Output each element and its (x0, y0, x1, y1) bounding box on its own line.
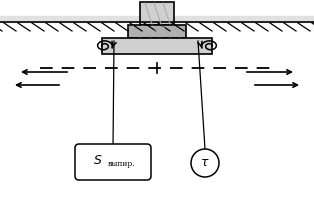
Text: выпир.: выпир. (107, 160, 135, 168)
Polygon shape (140, 2, 174, 25)
Text: $S$: $S$ (93, 154, 103, 167)
Polygon shape (128, 25, 186, 38)
Circle shape (191, 149, 219, 177)
FancyBboxPatch shape (75, 144, 151, 180)
Text: $\tau$: $\tau$ (200, 156, 210, 170)
Polygon shape (102, 38, 212, 54)
